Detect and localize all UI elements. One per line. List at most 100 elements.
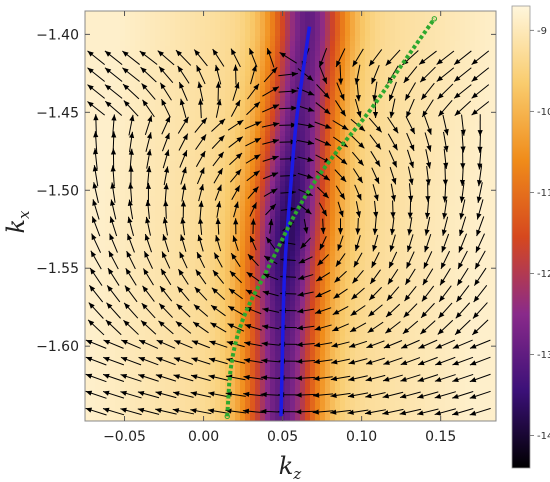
heatmap-cell (310, 181, 316, 187)
heatmap-cell (375, 156, 381, 162)
heatmap-cell (180, 231, 186, 237)
heatmap-cell (155, 381, 161, 387)
heatmap-cell (195, 216, 201, 222)
heatmap-cell (305, 196, 311, 202)
heatmap-cell (120, 21, 126, 27)
heatmap-cell (115, 286, 121, 292)
heatmap-cell (170, 151, 176, 157)
heatmap-cell (310, 371, 316, 377)
heatmap-cell (130, 206, 136, 212)
heatmap-cell (205, 321, 211, 327)
heatmap-cell (230, 106, 236, 112)
heatmap-cell (225, 226, 231, 232)
heatmap-cell (175, 106, 181, 112)
heatmap-cell (160, 406, 166, 412)
heatmap-cell (150, 21, 156, 27)
heatmap-cell (170, 276, 176, 282)
heatmap-cell (185, 306, 191, 312)
heatmap-cell (300, 296, 306, 302)
heatmap-cell (345, 61, 351, 67)
heatmap-cell (295, 241, 301, 247)
heatmap-cell (255, 71, 261, 77)
heatmap-cell (110, 361, 116, 367)
heatmap-cell (145, 206, 151, 212)
heatmap-cell (385, 386, 391, 392)
heatmap-cell (240, 31, 246, 37)
heatmap-cell (230, 116, 236, 122)
heatmap-cell (365, 121, 371, 127)
heatmap-cell (105, 401, 111, 407)
heatmap-cell (185, 236, 191, 242)
heatmap-cell (140, 231, 146, 237)
heatmap-cell (150, 251, 156, 257)
heatmap-cell (205, 186, 211, 192)
heatmap-cell (180, 161, 186, 167)
heatmap-cell (155, 301, 161, 307)
heatmap-cell (345, 296, 351, 302)
heatmap-cell (290, 36, 296, 42)
heatmap-cell (220, 111, 226, 117)
heatmap-cell (195, 211, 201, 217)
heatmap-cell (340, 181, 346, 187)
heatmap-cell (325, 396, 331, 402)
heatmap-cell (320, 296, 326, 302)
heatmap-cell (120, 161, 126, 167)
heatmap-cell (335, 176, 341, 182)
heatmap-cell (140, 31, 146, 37)
heatmap-cell (335, 76, 341, 82)
heatmap-cell (375, 356, 381, 362)
heatmap-cell (375, 296, 381, 302)
heatmap-cell (110, 316, 116, 322)
heatmap-cell (385, 36, 391, 42)
heatmap-cell (135, 326, 141, 332)
heatmap-cell (160, 401, 166, 407)
heatmap-cell (95, 91, 101, 97)
heatmap-cell (350, 91, 356, 97)
heatmap-cell (225, 186, 231, 192)
heatmap-cell (295, 316, 301, 322)
heatmap-cell (225, 396, 231, 402)
heatmap-cell (160, 176, 166, 182)
heatmap-cell (120, 81, 126, 87)
heatmap-cell (310, 246, 316, 252)
heatmap-cell (285, 311, 291, 317)
heatmap-cell (150, 381, 156, 387)
heatmap-cell (245, 41, 251, 47)
heatmap-cell (295, 11, 301, 17)
heatmap-cell (245, 116, 251, 122)
heatmap-cell (270, 31, 276, 37)
heatmap-cell (90, 416, 96, 421)
heatmap-cell (310, 151, 316, 157)
heatmap-cell (235, 361, 241, 367)
heatmap-cell (255, 416, 261, 421)
heatmap-cell (210, 316, 216, 322)
heatmap-cell (150, 181, 156, 187)
heatmap-cell (235, 51, 241, 57)
heatmap-cell (225, 136, 231, 142)
heatmap-cell (165, 406, 171, 412)
heatmap-cell (300, 261, 306, 267)
heatmap-cell (345, 306, 351, 312)
heatmap-cell (95, 266, 101, 272)
heatmap-cell (345, 11, 351, 17)
heatmap-cell (135, 251, 141, 257)
heatmap-cell (285, 301, 291, 307)
heatmap-cell (135, 121, 141, 127)
heatmap-cell (275, 51, 281, 57)
heatmap-cell (100, 406, 106, 412)
heatmap-cell (165, 391, 171, 397)
heatmap-cell (375, 281, 381, 287)
heatmap-cell (345, 101, 351, 107)
heatmap-cell (335, 136, 341, 142)
heatmap-cell (360, 111, 366, 117)
heatmap-cell (170, 311, 176, 317)
heatmap-cell (135, 46, 141, 52)
heatmap-cell (160, 411, 166, 417)
heatmap-cell (240, 86, 246, 92)
heatmap-cell (240, 126, 246, 132)
heatmap-cell (385, 106, 391, 112)
heatmap-cell (190, 406, 196, 412)
heatmap-cell (370, 21, 376, 27)
heatmap-cell (275, 386, 281, 392)
heatmap-cell (180, 156, 186, 162)
